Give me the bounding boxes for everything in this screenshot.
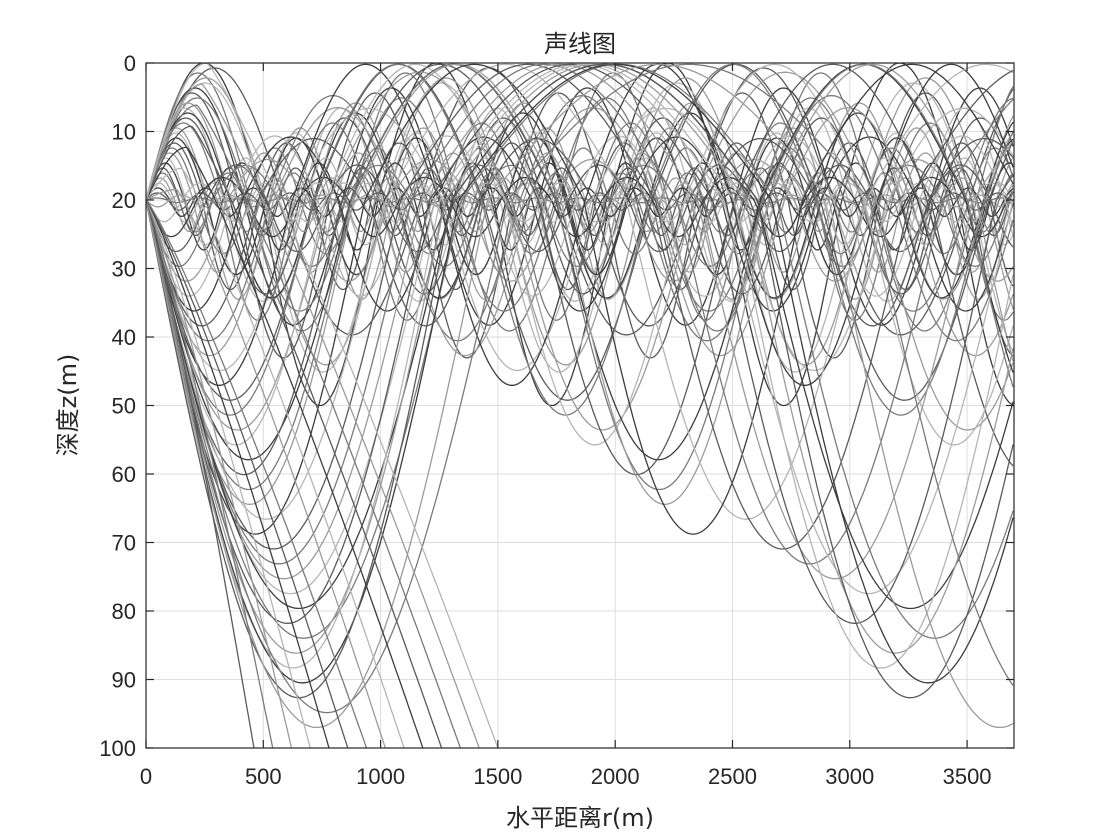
y-tick-label: 100 xyxy=(99,736,136,761)
ray-paths xyxy=(146,63,1014,748)
ray-path xyxy=(146,63,1014,401)
ray-path xyxy=(146,142,1014,291)
ray-path xyxy=(146,63,1014,476)
ray-path xyxy=(146,63,1014,639)
ray-path xyxy=(146,164,1014,253)
ray-path xyxy=(146,63,1014,669)
x-tick-label: 1000 xyxy=(356,764,405,789)
x-tick-label: 2500 xyxy=(708,764,757,789)
x-tick-label: 2000 xyxy=(591,764,640,789)
ray-path xyxy=(146,83,480,748)
y-tick-label: 40 xyxy=(112,325,136,350)
chart-title: 声线图 xyxy=(544,30,616,58)
ray-path xyxy=(146,199,311,748)
ray-path xyxy=(146,167,405,748)
ray-path xyxy=(146,63,1014,729)
ray-path xyxy=(146,146,424,748)
y-tick-label: 70 xyxy=(112,531,136,556)
ray-path xyxy=(146,199,274,748)
x-tick-label: 3000 xyxy=(825,764,874,789)
ray-path xyxy=(146,82,1014,373)
ray-path xyxy=(146,63,1014,684)
x-axis-title: 水平距离r(m) xyxy=(506,804,654,832)
x-axis: 0 500 1000 1500 2000 2500 3000 3500 xyxy=(140,63,992,789)
y-tick-label: 50 xyxy=(112,394,136,419)
ray-path xyxy=(146,63,1014,386)
y-axis: 0 10 20 30 40 50 60 70 80 90 100 xyxy=(99,51,1014,761)
ray-path xyxy=(146,182,1014,223)
ray-path xyxy=(146,125,443,748)
y-tick-label: 10 xyxy=(112,120,136,145)
ray-path xyxy=(146,107,1014,372)
ray-path xyxy=(146,104,462,748)
ray-path xyxy=(146,63,1014,505)
ray-path xyxy=(146,199,293,748)
ray-path xyxy=(146,107,1014,357)
ray-path xyxy=(146,63,1014,520)
ray-path xyxy=(146,122,1014,321)
ray-path xyxy=(146,158,1014,282)
ray-path xyxy=(146,63,1014,699)
y-axis-title: 深度z(m) xyxy=(54,354,82,457)
ray-path xyxy=(146,63,1014,565)
ray-path xyxy=(146,94,1014,342)
ray-path xyxy=(146,63,1014,714)
ray-path xyxy=(146,63,1014,535)
ray-path xyxy=(146,188,386,748)
ray-path xyxy=(146,194,1014,208)
x-tick-label: 3500 xyxy=(943,764,992,789)
ray-path xyxy=(146,63,1014,580)
ray-path xyxy=(146,63,1014,416)
y-tick-label: 0 xyxy=(124,51,136,76)
y-tick-label: 80 xyxy=(112,599,136,624)
y-tick-label: 20 xyxy=(112,188,136,213)
y-tick-label: 60 xyxy=(112,462,136,487)
x-tick-label: 0 xyxy=(140,764,152,789)
ray-path xyxy=(146,192,1014,211)
ray-path xyxy=(146,199,368,748)
ray-path xyxy=(146,199,349,748)
y-tick-label: 30 xyxy=(112,257,136,282)
x-tick-label: 1500 xyxy=(473,764,522,789)
y-tick-label: 90 xyxy=(112,668,136,693)
x-tick-label: 500 xyxy=(245,764,282,789)
ray-path xyxy=(146,199,330,748)
ray-path xyxy=(146,63,1014,654)
ray-path xyxy=(146,63,1014,550)
ray-path xyxy=(146,199,255,748)
